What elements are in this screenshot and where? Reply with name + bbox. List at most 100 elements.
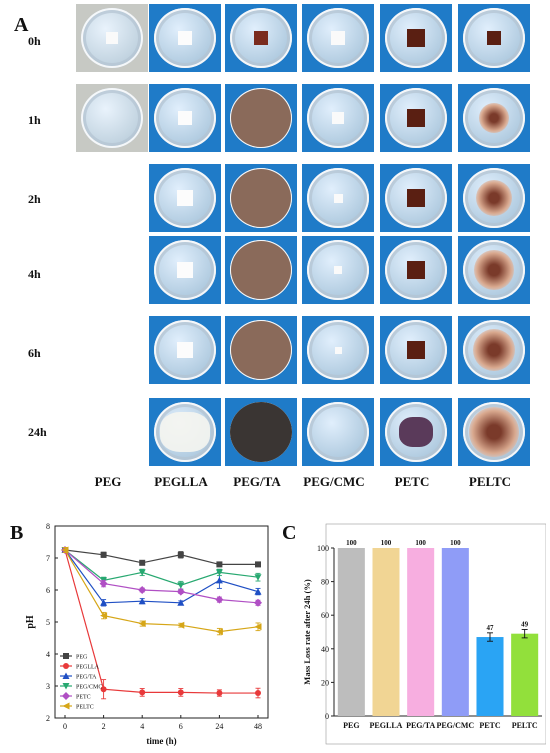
petri-dish-peg-ta-1h [225,84,297,152]
sample-label-peg-ta: PEG/TA [233,474,281,489]
time-label-1h: 1h [28,113,41,127]
bar-value-label: 100 [381,539,392,547]
x-tick-label: PETC [479,721,501,730]
petri-dish-peg-ta-24h [225,398,297,466]
sample [469,407,519,457]
bar-value-label: 49 [521,620,529,628]
x-tick-label: 48 [254,722,262,731]
petri-dish-peg-cmc-0h [302,4,374,72]
sample [177,262,193,278]
sample [479,103,509,133]
bar-peg-cmc [441,548,469,716]
data-point-peltc [254,623,262,631]
bar-peg [337,548,365,716]
y-tick-label: 20 [321,678,329,687]
legend-marker [62,683,70,690]
petri-dish-peglla-4h [149,236,221,304]
sample [231,241,291,299]
data-point-petc [215,595,224,604]
time-label-24h: 24h [28,425,47,439]
sample [177,190,193,206]
sample [407,261,425,279]
bar-value-label: 100 [346,539,357,547]
y-tick-label: 80 [321,578,329,587]
legend-label-peglla: PEGLLA [76,665,100,671]
sample [334,346,342,354]
time-label-0h: 0h [28,34,41,48]
legend-marker [63,653,69,659]
petri-dish-peglla-1h [149,84,221,152]
data-point-peglla [177,689,184,696]
petri-dish-petc-24h [380,398,452,466]
data-point-peg [139,559,146,566]
petri-dish-peglla-2h [149,164,221,232]
petri-dish-peltc-4h [458,236,530,304]
x-tick-label: 4 [140,722,144,731]
petri-dish-peglla-6h [149,316,221,384]
sample [177,342,193,358]
sample [487,31,501,45]
sample [230,402,292,462]
data-point-petc [254,598,262,607]
data-point-peg-ta [100,599,108,606]
petri-dish-peltc-2h [458,164,530,232]
y-tick-label: 2 [46,714,50,723]
mass-loss-bar-chart: 0 20 40 60 80 100 Mass Loss rate after 24h (%)… [302,523,546,745]
legend-marker [62,702,70,710]
y-tick-label: 60 [321,611,329,620]
petri-dish-peltc-1h [458,84,530,152]
petri-dish-petc-4h [380,236,452,304]
petri-dish-peg-ta-2h [225,164,297,232]
y-tick-label: 100 [317,544,329,553]
time-label-2h: 2h [28,192,41,206]
petri-dish-petc-0h [380,4,452,72]
sample [476,180,512,216]
x-tick-label: 2 [102,722,106,731]
dish [81,88,143,148]
sample [407,109,425,127]
data-point-peltc [100,612,108,620]
data-point-peg-ta [138,597,146,605]
data-point-peg-cmc [215,569,223,576]
data-point-peg-ta [215,576,223,584]
bar-value-label: 100 [450,539,461,547]
sample [106,32,118,44]
sample-label-peg-cmc: PEG/CMC [303,474,365,489]
series-line-petc [64,549,259,604]
series-line-peltc [64,549,259,633]
data-point-peltc [215,628,223,636]
y-tick-label: 8 [46,522,50,531]
data-point-petc [176,587,185,596]
time-label-4h: 4h [28,267,41,281]
sample [160,412,210,452]
data-point-peg-ta [177,599,185,606]
petri-dish-petc-6h [380,316,452,384]
data-point-peltc [61,546,69,554]
legend-marker [62,692,70,700]
sample [473,329,515,371]
data-point-peltc [177,621,185,629]
x-tick-label: PEG/CMC [436,721,474,730]
petri-dish-peglla-0h [149,4,221,72]
y-tick-label: 7 [46,554,50,563]
series-line-peg [64,549,258,566]
sample [231,89,291,147]
bar-value-label: 100 [415,539,426,547]
x-tick-label: 24 [215,722,223,731]
data-point-peg-cmc [177,582,185,589]
y-tick-label: 0 [325,712,329,721]
petri-dish-peltc-24h [458,398,530,466]
data-point-peg [255,561,261,568]
petri-dish-peltc-0h [458,4,530,72]
x-tick-label: PELTC [512,721,538,730]
y-tick-label: 4 [46,650,50,659]
petri-dish-petc-2h [380,164,452,232]
data-point-peg [100,551,107,558]
sample [399,417,433,447]
data-point-peg [177,551,184,558]
sample [407,29,425,47]
chart-border [325,523,546,745]
dish [307,402,369,462]
sample [331,31,345,45]
